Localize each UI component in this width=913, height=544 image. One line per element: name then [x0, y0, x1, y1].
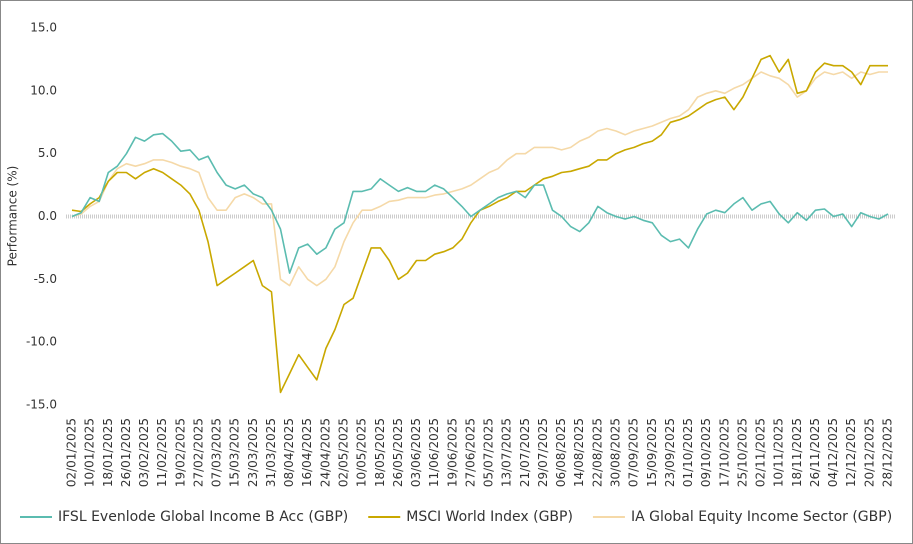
x-tick-label: 15/09/2025 [645, 418, 659, 487]
x-tick-label: 24/04/2025 [318, 418, 332, 487]
x-tick-label: 30/08/2025 [609, 418, 623, 487]
x-tick-label: 27/06/2025 [463, 418, 477, 487]
x-tick-label: 26/11/2025 [808, 418, 822, 487]
x-tick-label: 13/07/2025 [500, 418, 514, 487]
x-tick-label: 10/11/2025 [772, 418, 786, 487]
x-tick-label: 02/05/2025 [337, 418, 351, 487]
x-tick-label: 15/03/2025 [228, 418, 242, 487]
x-tick-label: 08/04/2025 [282, 418, 296, 487]
x-tick-label: 11/06/2025 [427, 418, 441, 487]
x-tick-label: 01/10/2025 [681, 418, 695, 487]
x-tick-label: 04/12/2025 [826, 418, 840, 487]
x-tick-label: 23/03/2025 [246, 418, 260, 487]
x-tick-label: 16/04/2025 [300, 418, 314, 487]
x-tick-label: 31/03/2025 [264, 418, 278, 487]
x-tick-label: 10/01/2025 [83, 418, 97, 487]
x-tick-label: 18/11/2025 [790, 418, 804, 487]
legend-label: IFSL Evenlode Global Income B Acc (GBP) [58, 509, 348, 525]
x-tick-label: 10/05/2025 [355, 418, 369, 487]
x-tick-label: 22/08/2025 [590, 418, 604, 487]
y-axis-title: Performance (%) [6, 166, 20, 267]
x-tick-label: 09/10/2025 [699, 418, 713, 487]
x-tick-label: 18/01/2025 [101, 418, 115, 487]
y-tick-label: 15.0 [30, 21, 57, 35]
x-tick-label: 19/06/2025 [445, 418, 459, 487]
x-tick-label: 20/12/2025 [862, 418, 876, 487]
y-tick-label: -10.0 [26, 335, 57, 349]
x-tick-label: 03/02/2025 [137, 418, 151, 487]
x-tick-label: 28/12/2025 [881, 418, 895, 487]
x-tick-label: 12/12/2025 [844, 418, 858, 487]
y-tick-label: 10.0 [30, 83, 57, 97]
x-tick-label: 21/07/2025 [518, 418, 532, 487]
x-tick-label: 07/09/2025 [627, 418, 641, 487]
x-tick-label: 29/07/2025 [536, 418, 550, 487]
legend-label: IA Global Equity Income Sector (GBP) [631, 509, 892, 525]
x-tick-label: 17/10/2025 [717, 418, 731, 487]
x-tick-label: 27/02/2025 [191, 418, 205, 487]
y-tick-label: 5.0 [38, 146, 57, 160]
x-tick-label: 06/08/2025 [554, 418, 568, 487]
x-tick-label: 03/06/2025 [409, 418, 423, 487]
x-tick-label: 26/05/2025 [391, 418, 405, 487]
y-tick-label: -5.0 [34, 272, 57, 286]
legend-label: MSCI World Index (GBP) [406, 509, 573, 525]
x-tick-label: 11/02/2025 [155, 418, 169, 487]
y-tick-label: 0.0 [38, 209, 57, 223]
x-tick-label: 25/10/2025 [735, 418, 749, 487]
series-line [71, 132, 889, 274]
x-tick-label: 23/09/2025 [663, 418, 677, 487]
x-tick-label: 26/01/2025 [119, 418, 133, 487]
x-tick-label: 02/11/2025 [754, 418, 768, 487]
x-tick-label: 02/01/2025 [65, 418, 79, 487]
x-tick-label: 05/07/2025 [482, 418, 496, 487]
y-tick-label: -15.0 [26, 398, 57, 412]
x-tick-label: 19/02/2025 [173, 418, 187, 487]
x-tick-label: 14/08/2025 [572, 418, 586, 487]
x-tick-label: 07/03/2025 [210, 418, 224, 487]
x-tick-label: 18/05/2025 [373, 418, 387, 487]
